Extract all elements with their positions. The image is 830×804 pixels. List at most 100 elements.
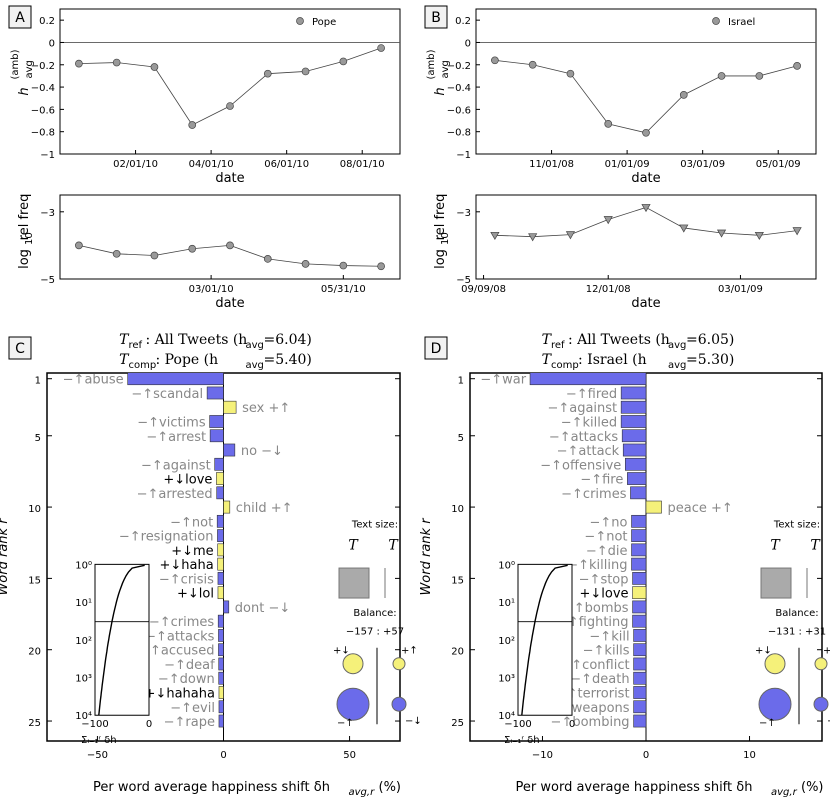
shift-bar bbox=[216, 486, 224, 500]
shift-bar bbox=[218, 657, 224, 671]
title-ref-sym: T bbox=[542, 332, 553, 348]
shift-bar bbox=[633, 700, 647, 714]
B_top-axes bbox=[475, 8, 817, 155]
title-comp-avg: =5.30) bbox=[686, 352, 734, 368]
y-label-log: log bbox=[433, 249, 448, 269]
word-label: peace +↑ bbox=[668, 501, 733, 516]
word-label: −↑accused bbox=[139, 644, 214, 659]
word-label: +↓love bbox=[163, 473, 212, 488]
inset-x-label: Σᵢ₌₁ʳ δh bbox=[504, 735, 540, 746]
inset-x-tick-label: −100 bbox=[504, 719, 531, 730]
x-tick-label: 04/01/10 bbox=[189, 159, 234, 170]
B_top-series-line bbox=[494, 59, 798, 134]
data-point bbox=[641, 204, 651, 213]
title-comp-sub: comp bbox=[551, 360, 579, 371]
inset-y-tick-label: 10¹ bbox=[75, 598, 92, 609]
shift-bar bbox=[631, 514, 647, 528]
circle-minus-down bbox=[391, 696, 407, 712]
data-point bbox=[565, 231, 576, 240]
circle-minus-up bbox=[336, 687, 370, 721]
circle-plus-up bbox=[392, 657, 406, 671]
data-point bbox=[301, 67, 310, 76]
data-point bbox=[75, 241, 83, 250]
y-tick-label: 15 bbox=[28, 575, 41, 586]
word-label: +↓lol bbox=[177, 587, 214, 602]
inset-y-tick-label: 10² bbox=[498, 636, 515, 647]
shift-bar bbox=[216, 472, 224, 485]
text-size-comp: T bbox=[388, 538, 399, 554]
word-label: −↑stop bbox=[579, 572, 629, 587]
word-label: +↓me bbox=[171, 544, 213, 559]
word-label: −↑bombs bbox=[563, 601, 629, 616]
word-label: no −↓ bbox=[241, 444, 283, 459]
text-size-ref-box bbox=[760, 567, 792, 599]
text-size-ref: T bbox=[770, 538, 781, 554]
data-point bbox=[263, 69, 272, 78]
legend-marker bbox=[712, 17, 720, 25]
data-point bbox=[490, 231, 500, 241]
word-label: −↑fighting bbox=[557, 615, 629, 630]
word-label: −↑resignation bbox=[119, 530, 214, 545]
data-point bbox=[75, 59, 83, 68]
title-ref: : All Tweets (h bbox=[568, 332, 670, 348]
shift-bar bbox=[633, 643, 647, 657]
word-label: −↑war bbox=[480, 373, 526, 388]
y-tick-label: 5 bbox=[458, 433, 464, 444]
inset-cumulative-line bbox=[98, 564, 145, 716]
y-tick-label: −0.4 bbox=[447, 83, 471, 94]
data-point bbox=[679, 91, 688, 99]
title-comp: : Israel (h bbox=[578, 352, 647, 368]
y-tick-label: −1 bbox=[456, 150, 471, 161]
shift-bar bbox=[209, 429, 224, 443]
word-label: −↑terrorist bbox=[556, 687, 630, 702]
inset-y-tick-label: 10⁰ bbox=[498, 560, 515, 571]
panel-letter-box bbox=[424, 5, 448, 29]
legend-marker bbox=[296, 17, 304, 25]
shift-bar bbox=[206, 386, 224, 400]
word-label: −↑killing bbox=[567, 558, 627, 573]
balance-title: Balance: bbox=[775, 608, 818, 619]
shift-bar bbox=[633, 686, 647, 699]
shift-bar bbox=[218, 686, 224, 699]
y-axis-label-text: Word rank r bbox=[419, 517, 434, 596]
x-tick-label: 06/01/10 bbox=[264, 159, 309, 170]
y-tick-label: 0 bbox=[49, 38, 55, 49]
shift-bar bbox=[217, 557, 224, 571]
word-label: −↑abuse bbox=[63, 373, 124, 388]
inset-x-label: Σᵢ₌₁ʳ δh bbox=[81, 735, 117, 746]
x-tick-label: 11/01/08 bbox=[529, 159, 574, 170]
data-point bbox=[566, 69, 575, 78]
title-comp-avg: =5.40) bbox=[264, 352, 312, 368]
inset-x-tick-label: −100 bbox=[81, 719, 108, 730]
shift-bar bbox=[529, 372, 647, 386]
x-axis-label-tail: (%) bbox=[801, 780, 824, 795]
data-point bbox=[642, 128, 650, 137]
x-tick-label: −10 bbox=[532, 750, 553, 761]
title-comp-sym: T bbox=[119, 352, 130, 368]
y-axis-label: Word rank r bbox=[0, 517, 11, 596]
text-size-ref: T bbox=[348, 538, 359, 554]
y-label-sub: avg bbox=[440, 60, 451, 78]
y-tick-label: 25 bbox=[451, 718, 464, 729]
y-axis-label: h avg(amb) bbox=[10, 49, 35, 95]
data-point bbox=[717, 72, 726, 80]
circle-plus-up-label: +↑ bbox=[823, 646, 830, 657]
y-tick-label: 5 bbox=[35, 433, 41, 444]
title-comp-sub: comp bbox=[129, 360, 157, 371]
word-label: −↑crisis bbox=[159, 572, 214, 587]
inset-x-tick-label: 0 bbox=[569, 719, 575, 730]
data-point bbox=[528, 60, 537, 69]
balance-values: −131 : +31 bbox=[768, 626, 826, 637]
shift-bar bbox=[633, 629, 647, 642]
y-axis-label: Word rank r bbox=[419, 517, 434, 596]
shift-bar bbox=[218, 714, 224, 728]
y-tick-label: 10 bbox=[451, 504, 464, 515]
inset-y-tick-label: 10⁴ bbox=[75, 711, 92, 722]
B_bot-axes bbox=[475, 194, 817, 280]
word-label: −↑crimes bbox=[561, 487, 627, 502]
title-ref-avg: =6.04) bbox=[264, 332, 312, 348]
circle-minus-down bbox=[813, 696, 829, 712]
data-point bbox=[150, 63, 159, 71]
x-tick-label: 03/01/09 bbox=[718, 284, 763, 295]
y-tick-label: −0.6 bbox=[31, 105, 55, 116]
